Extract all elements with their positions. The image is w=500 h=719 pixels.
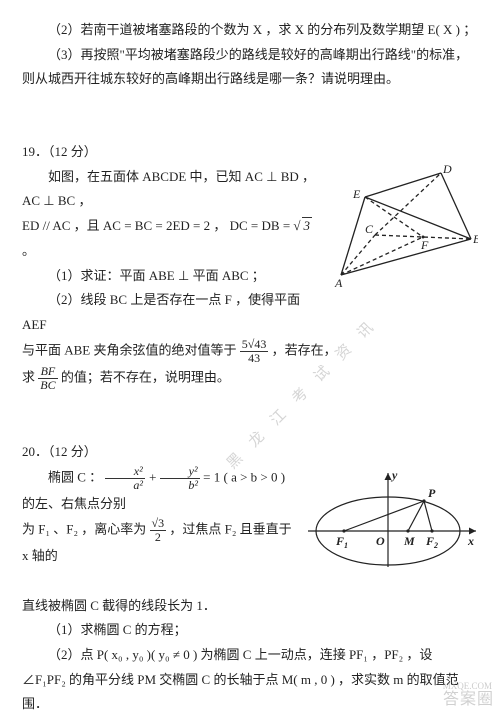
q20-sub1: （1）求椭圆 C 的方程； xyxy=(22,618,478,643)
q20: 20．（12 分） 椭圆 C ： x² a² + y² b² = 1 ( a >… xyxy=(22,440,478,717)
q20-line2-num: √3 xyxy=(150,517,167,531)
q19-tail-a: 求 xyxy=(22,370,38,385)
q20-frac1-num: x² xyxy=(105,465,145,479)
q20-header: 20．（12 分） xyxy=(22,440,478,465)
q19-p2: ED // AC ，且 AC = BC = 2ED = 2 ， DC = DB … xyxy=(22,214,315,263)
q20-line2-frac: √3 2 xyxy=(150,517,167,544)
svg-text:x: x xyxy=(467,534,474,548)
pre-block: （2）若南干道被堵塞路段的个数为 X ，求 X 的分布列及数学期望 E( X )… xyxy=(22,18,478,92)
pre-line-1: （2）若南干道被堵塞路段的个数为 X ，求 X 的分布列及数学期望 E( X )… xyxy=(22,18,478,43)
q20-frac2-num: y² xyxy=(160,465,200,479)
q20-sub2: （2）点 P( x₀ , y₀ )( y₀ ≠ 0 ) 为椭圆 C 上一动点，连… xyxy=(22,643,478,717)
svg-text:B: B xyxy=(473,232,478,246)
svg-text:F1: F1 xyxy=(335,534,348,550)
q20-frac1: x² a² xyxy=(105,465,145,492)
q19-mid: 与平面 ABE 夹角余弦值的绝对值等于 5√43 43 ，若存在， xyxy=(22,338,478,365)
q19-p2-b: 。 xyxy=(22,243,35,258)
q20-frac2-den: b² xyxy=(160,479,200,492)
footer-brand: 答案圈 xyxy=(443,685,494,715)
svg-text:y: y xyxy=(390,468,398,482)
q19-tail-den: BC xyxy=(38,379,57,392)
q19-sub1: （1）求证：平面 ABE ⊥ 平面 ABC ； xyxy=(22,264,315,289)
q19-mid-frac-num: 5√43 xyxy=(240,338,269,352)
q20-frac2: y² b² xyxy=(160,465,200,492)
q20-line2: 为 F₁ 、F₂ ，离心率为 √3 2 ，过焦点 F₂ 且垂直于 x 轴的 xyxy=(22,517,300,569)
q19-mid-frac: 5√43 43 xyxy=(240,338,269,365)
q20-line1: 椭圆 C ： x² a² + y² b² = 1 ( a > b > 0 ) 的… xyxy=(22,465,300,517)
pre-line-2: （3）再按照"平均被堵塞路段少的路线是较好的高峰期出行路线"的标准，则从城西开往… xyxy=(22,43,478,92)
q20-line1-a: 椭圆 C ： xyxy=(48,470,102,485)
q20-frac1-den: a² xyxy=(105,479,145,492)
q19-figure: A B C D E F xyxy=(323,165,478,299)
q19-tail-frac: BF BC xyxy=(38,365,57,392)
q20-line2-den: 2 xyxy=(150,531,167,544)
q19-sub2: （2）线段 BC 上是否存在一点 F ，使得平面 AEF xyxy=(22,288,315,337)
q19-tail-b: 的值；若不存在，说明理由。 xyxy=(61,370,230,385)
svg-text:O: O xyxy=(376,534,385,548)
q19-tail: 求 BF BC 的值；若不存在，说明理由。 xyxy=(22,365,478,392)
svg-text:D: D xyxy=(442,165,452,176)
svg-text:M: M xyxy=(403,534,415,548)
svg-text:F: F xyxy=(420,238,429,252)
svg-text:F2: F2 xyxy=(425,534,438,550)
q19-mid-b: ，若存在， xyxy=(272,342,337,357)
q19-mid-frac-den: 43 xyxy=(240,352,269,365)
q19-header: 19．（12 分） xyxy=(22,140,478,165)
q20-figure: y x F1 F2 O M P xyxy=(308,465,478,594)
q20-line2-a: 为 F₁ 、F₂ ，离心率为 xyxy=(22,522,150,537)
q19-root3: 3 xyxy=(302,217,313,233)
q19-p2-a: ED // AC ，且 AC = BC = 2ED = 2 ， DC = DB … xyxy=(22,218,293,233)
svg-text:E: E xyxy=(352,187,361,201)
svg-text:P: P xyxy=(428,486,436,500)
q19-mid-a: 与平面 ABE 夹角余弦值的绝对值等于 xyxy=(22,342,240,357)
q19: 19．（12 分） 如图，在五面体 ABCDE 中，已知 AC ⊥ BD ， A… xyxy=(22,140,478,392)
svg-text:C: C xyxy=(365,222,374,236)
q19-tail-num: BF xyxy=(38,365,57,379)
q20-line3: 直线被椭圆 C 截得的线段长为 1． xyxy=(22,594,478,619)
svg-text:A: A xyxy=(334,276,343,290)
q19-p1: 如图，在五面体 ABCDE 中，已知 AC ⊥ BD ， AC ⊥ BC ， xyxy=(22,165,315,214)
